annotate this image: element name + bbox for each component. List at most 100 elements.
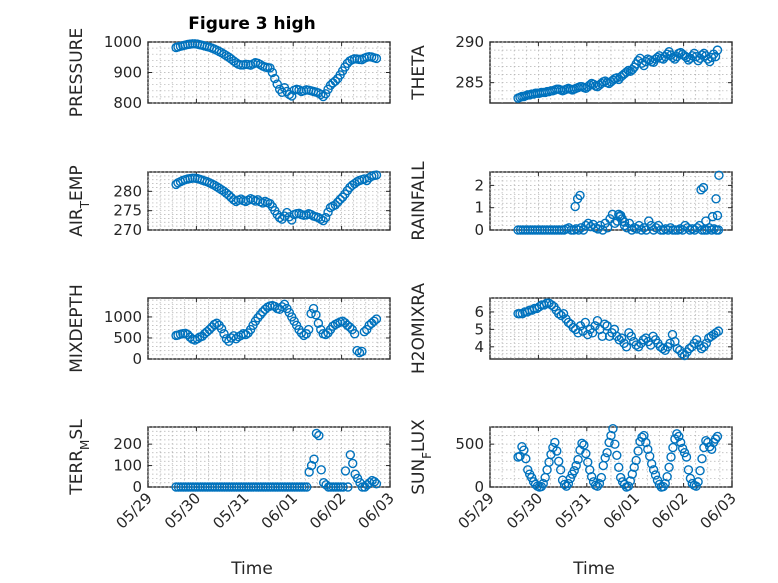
data-point <box>573 225 584 235</box>
data-point <box>681 52 692 63</box>
data-point <box>272 79 282 89</box>
data-point <box>710 434 721 444</box>
data-point <box>294 85 304 95</box>
y-tick-label: 500 <box>455 435 484 453</box>
data-point <box>306 460 317 471</box>
x-tick-label: 06/02 <box>648 489 691 532</box>
data-point <box>616 333 627 343</box>
y-tick-label: 2 <box>474 176 484 194</box>
y-tick-label: 285 <box>455 74 484 92</box>
data-point <box>621 67 632 77</box>
data-point <box>643 444 653 454</box>
data-point <box>672 429 682 439</box>
data-point <box>674 431 684 442</box>
y-axis-label: H2OMIXRA <box>409 283 429 374</box>
data-point <box>622 223 632 233</box>
data-point <box>522 307 532 317</box>
y-axis-label: AIRTEMP <box>67 165 92 236</box>
data-point <box>265 63 275 73</box>
data-point <box>311 428 322 439</box>
data-point <box>627 225 637 235</box>
data-point <box>209 180 220 190</box>
data-point <box>711 194 721 204</box>
data-point <box>313 318 324 328</box>
data-point <box>212 318 222 328</box>
data-point <box>577 438 587 448</box>
data-point <box>581 448 591 459</box>
data-point <box>641 437 651 448</box>
y-tick-label: 0 <box>474 221 484 239</box>
data-point <box>573 454 583 465</box>
x-tick-label: 06/03 <box>355 489 398 532</box>
y-tick-label: 290 <box>455 33 484 51</box>
data-point <box>629 462 639 472</box>
y-tick-label: 1000 <box>104 308 142 326</box>
data-point <box>596 472 607 483</box>
data-point <box>675 437 686 448</box>
data-point <box>527 305 537 315</box>
data-point <box>214 183 224 193</box>
data-point <box>571 460 581 471</box>
data-point <box>691 335 702 345</box>
data-point <box>302 482 312 492</box>
data-point <box>371 53 382 64</box>
data-point <box>713 326 724 336</box>
data-point <box>710 51 721 62</box>
data-point <box>592 315 603 326</box>
data-point <box>526 472 537 483</box>
data-point <box>287 91 297 101</box>
data-point <box>615 210 626 221</box>
data-point <box>314 430 324 441</box>
data-point <box>569 466 579 476</box>
data-point <box>270 301 280 312</box>
y-tick-label: 6 <box>474 303 484 321</box>
data-point <box>224 190 234 200</box>
data-point <box>550 437 560 448</box>
data-point <box>663 225 673 235</box>
data-point <box>696 185 706 195</box>
data-point <box>182 329 193 340</box>
y-axis-label: THETA <box>409 45 429 101</box>
x-tick-label: 05/31 <box>209 489 252 532</box>
data-point <box>706 444 717 454</box>
data-point <box>580 317 591 328</box>
data-point <box>612 450 622 460</box>
data-point <box>197 331 207 341</box>
data-point <box>308 303 319 314</box>
y-tick-label: 275 <box>113 202 142 220</box>
data-point <box>621 342 632 352</box>
data-point <box>679 448 690 458</box>
data-point <box>714 170 724 181</box>
data-point <box>658 343 668 354</box>
data-point <box>604 437 614 448</box>
data-point <box>610 218 620 229</box>
data-point <box>320 329 331 340</box>
y-tick-label: 280 <box>113 182 142 200</box>
data-point <box>561 481 572 491</box>
data-point <box>219 329 229 339</box>
data-point <box>192 334 203 344</box>
data-point <box>255 310 265 320</box>
data-point <box>349 329 360 339</box>
data-point <box>576 223 586 233</box>
subplot-2: 285 290 THETA <box>409 33 733 104</box>
y-axis-label: MIXDEPTH <box>67 284 87 373</box>
data-point <box>646 459 657 469</box>
data-point <box>343 482 353 492</box>
data-point <box>610 439 620 449</box>
data-point <box>554 456 564 466</box>
data-point <box>258 307 268 317</box>
subplot-1: 800 900 1000 PRESSURE <box>67 28 391 117</box>
data-point <box>517 308 528 319</box>
y-tick-label: 4 <box>474 338 484 356</box>
x-tick-label: 06/02 <box>306 489 349 532</box>
y-tick-label: 0 <box>132 478 142 496</box>
data-point <box>615 472 626 483</box>
data-point <box>320 212 331 223</box>
data-point <box>650 470 661 480</box>
data-point <box>558 308 569 319</box>
data-point <box>563 478 574 489</box>
data-point <box>693 477 703 487</box>
data-point <box>668 442 678 453</box>
data-point <box>539 300 549 310</box>
